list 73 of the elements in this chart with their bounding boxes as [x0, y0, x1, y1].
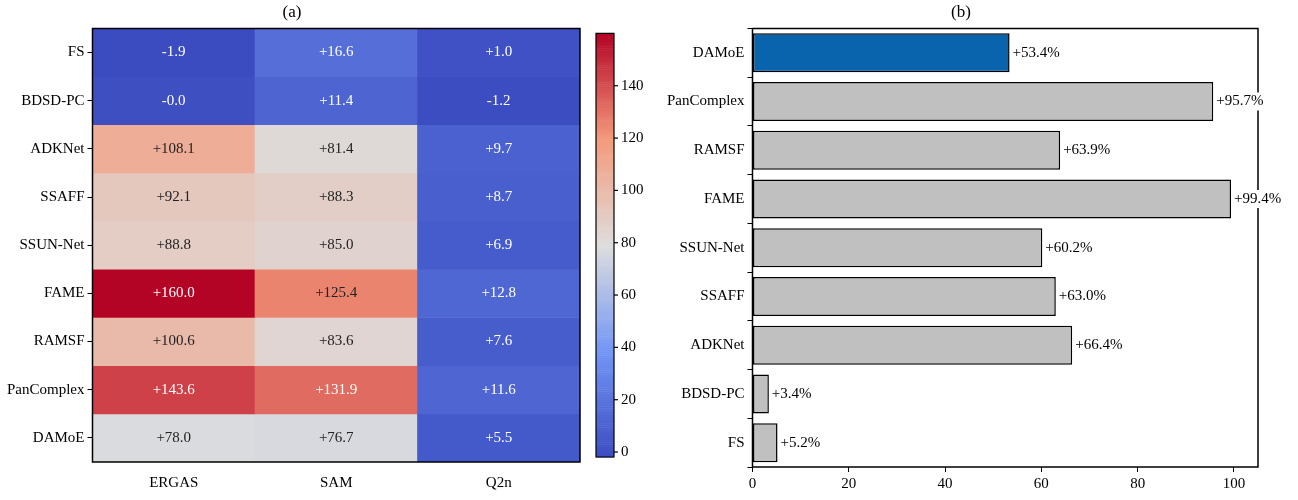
data-label: +66.4%: [1075, 336, 1123, 353]
data-label: +3.4%: [771, 384, 812, 401]
y-tick-label: FS: [67, 43, 85, 60]
y-tick-label: PanComplex: [7, 380, 85, 397]
data-label: +5.5: [485, 428, 513, 445]
data-label: +85.0: [318, 236, 354, 253]
x-tick-label: 0: [748, 474, 757, 491]
data-label: +53.4%: [1012, 43, 1060, 60]
y-tick-label: FAME: [43, 284, 85, 301]
data-label: +99.4%: [1234, 189, 1282, 206]
data-label: +108.1: [152, 139, 195, 156]
data-label: +60.2%: [1045, 238, 1093, 255]
x-tick-label: ERGAS: [149, 473, 199, 490]
y-tick-label: ADKNet: [30, 139, 86, 156]
y-tick-label: DAMoE: [32, 428, 85, 445]
color-bar-label: 0: [621, 442, 629, 459]
y-tick-label: FAME: [703, 189, 745, 206]
x-tick-label: 20: [841, 474, 857, 491]
data-label: +12.8: [481, 284, 517, 301]
data-label: +81.4: [318, 139, 355, 156]
y-tick-label: FS: [727, 433, 745, 450]
y-tick-label: BDSD-PC: [681, 384, 745, 401]
data-label: +88.3: [318, 187, 354, 204]
y-tick-label: SSAFF: [40, 187, 85, 204]
data-label: +160.0: [152, 284, 195, 301]
data-label: +143.6: [152, 380, 196, 397]
data-label: +100.6: [152, 332, 196, 349]
y-tick-label: SSUN-Net: [19, 236, 86, 253]
x-tick-label: 60: [1033, 474, 1049, 491]
data-label: +95.7%: [1216, 92, 1264, 109]
data-label: +131.9: [315, 380, 358, 397]
data-label: +88.8: [156, 236, 192, 253]
data-label: +8.7: [485, 187, 513, 204]
data-label: +76.7: [318, 428, 355, 445]
data-label: +63.9%: [1063, 141, 1111, 158]
color-bar-label: 40: [621, 338, 636, 355]
y-tick-label: RAMSF: [33, 332, 85, 349]
chart-title: (b): [951, 1, 971, 21]
data-label: +63.0%: [1058, 287, 1107, 304]
chart-title: (a): [282, 1, 302, 21]
data-label: +16.6: [318, 43, 355, 60]
data-label: +92.1: [156, 187, 192, 204]
y-tick-label: ADKNet: [690, 336, 746, 353]
y-tick-label: SSAFF: [700, 287, 745, 304]
x-tick-label: 100: [1222, 474, 1246, 491]
data-label: +78.0: [156, 428, 192, 445]
data-label: -0.0: [161, 91, 186, 108]
data-label: -1.9: [161, 43, 186, 60]
data-label: +9.7: [485, 139, 513, 156]
x-tick-label: 40: [937, 474, 953, 491]
y-tick-label: DAMoE: [692, 43, 745, 60]
data-label: +83.6: [318, 332, 355, 349]
color-bar-label: 20: [621, 390, 636, 407]
color-bar-label: 80: [621, 233, 636, 250]
data-label: +5.2%: [780, 433, 821, 450]
y-tick-label: PanComplex: [667, 92, 745, 109]
y-tick-label: RAMSF: [693, 141, 745, 158]
data-label: +11.6: [481, 380, 517, 397]
x-tick-label: Q2n: [485, 473, 513, 490]
data-label: +11.4: [319, 91, 354, 108]
x-tick-label: 80: [1130, 474, 1146, 491]
data-label: -1.2: [486, 91, 511, 108]
y-tick-label: BDSD-PC: [21, 91, 85, 108]
color-bar-label: 60: [621, 285, 636, 302]
data-label: +125.4: [315, 284, 358, 301]
color-bar-label: 140: [621, 76, 644, 93]
data-label: +1.0: [485, 43, 513, 60]
y-tick-label: SSUN-Net: [679, 238, 746, 255]
x-tick-label: SAM: [319, 473, 353, 490]
data-label: +7.6: [485, 332, 513, 349]
data-label: +6.9: [485, 236, 513, 253]
color-bar-label: 120: [621, 128, 644, 145]
color-bar-label: 100: [621, 181, 644, 198]
